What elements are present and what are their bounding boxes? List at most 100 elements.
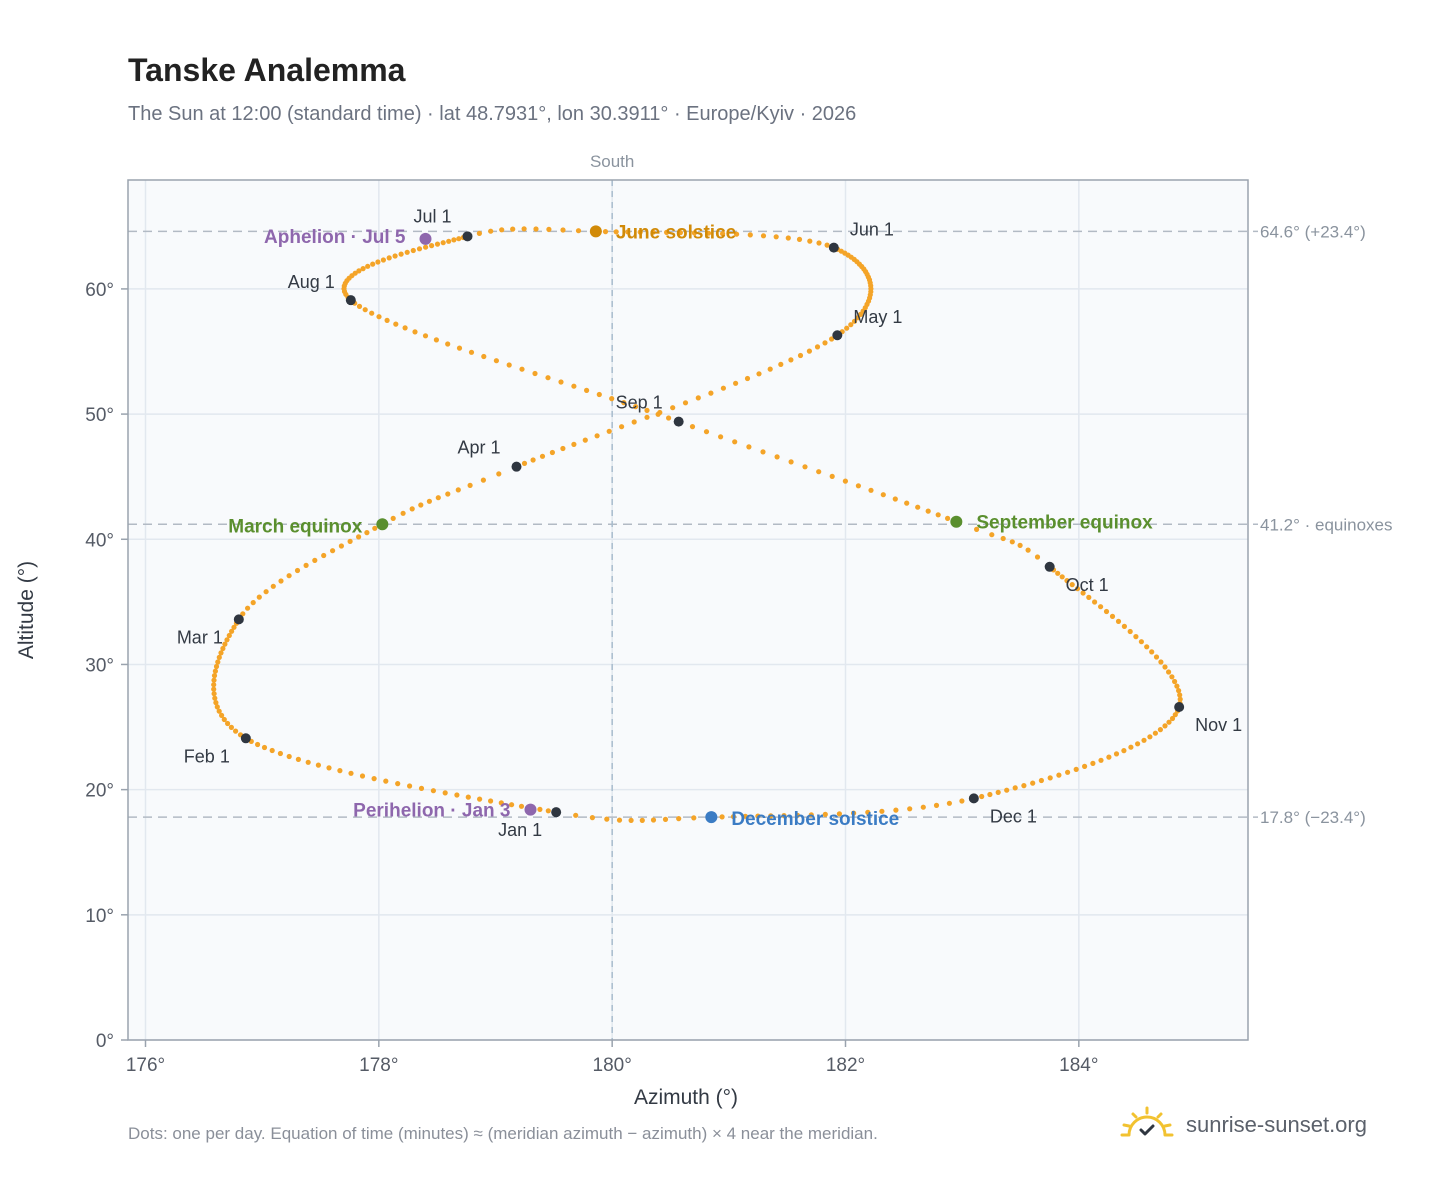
day-dot — [744, 375, 751, 382]
day-dot — [650, 229, 656, 235]
brand[interactable]: sunrise-sunset.org — [1120, 1100, 1367, 1150]
x-tick-label: 180° — [593, 1055, 632, 1076]
day-dot — [445, 491, 451, 497]
day-dot — [211, 686, 217, 692]
day-dot — [456, 236, 462, 242]
day-dot — [935, 512, 941, 518]
reference-line-label: 41.2° · equinoxes — [1260, 515, 1393, 534]
day-dot — [987, 791, 993, 798]
day-dot — [796, 236, 803, 242]
day-dot — [416, 246, 423, 252]
event-marker — [705, 811, 718, 824]
day-dot — [1098, 604, 1104, 610]
day-dot — [362, 307, 368, 313]
month-marker — [828, 242, 839, 253]
day-dot — [371, 776, 377, 782]
day-dot — [216, 708, 222, 714]
day-dot — [1069, 582, 1075, 588]
day-dot — [925, 508, 931, 514]
day-dot — [1056, 772, 1062, 778]
day-dot — [506, 362, 512, 368]
event-label: September equinox — [976, 513, 1153, 534]
day-dot — [261, 744, 268, 751]
month-label: Sep 1 — [616, 393, 663, 413]
day-dot — [422, 333, 429, 339]
month-label: May 1 — [853, 307, 902, 327]
day-dot — [1144, 644, 1150, 650]
day-dot — [1113, 751, 1120, 757]
day-dot — [816, 240, 822, 246]
day-dot — [865, 809, 871, 815]
day-dot — [767, 366, 773, 372]
day-dot — [621, 400, 627, 406]
event-marker — [950, 515, 963, 528]
day-dot — [532, 370, 538, 377]
event-label: December solstice — [731, 809, 899, 830]
day-dot — [851, 318, 858, 324]
day-dot — [359, 773, 366, 779]
month-label: Jun 1 — [850, 220, 894, 240]
day-dot — [1012, 785, 1018, 791]
day-dot — [650, 817, 657, 823]
day-dot — [1103, 608, 1110, 615]
day-dot — [1121, 748, 1127, 754]
day-dot — [211, 673, 218, 679]
day-dot — [816, 469, 822, 475]
day-dot — [1098, 757, 1104, 763]
brand-name[interactable]: sunrise-sunset.org — [1186, 1112, 1367, 1137]
event-marker — [589, 225, 602, 238]
x-tick-label: 182° — [826, 1055, 865, 1076]
month-marker — [345, 295, 356, 306]
day-dot — [708, 390, 714, 396]
day-dot — [558, 379, 564, 385]
day-dot — [760, 233, 767, 239]
day-dot — [824, 242, 830, 248]
day-dot — [1135, 741, 1141, 747]
day-dot — [404, 249, 410, 255]
day-dot — [868, 487, 874, 493]
day-dot — [480, 477, 486, 483]
month-label: Nov 1 — [1195, 715, 1242, 735]
day-dot — [418, 502, 424, 508]
day-dot — [1030, 780, 1036, 786]
day-dot — [1166, 669, 1172, 675]
day-dot — [518, 803, 525, 809]
day-dot — [226, 632, 232, 639]
day-dot — [412, 329, 418, 335]
event-marker — [524, 803, 537, 816]
day-dot — [691, 230, 698, 236]
day-dot — [802, 464, 808, 470]
day-dot — [224, 637, 230, 643]
day-dot — [836, 811, 843, 817]
day-dot — [372, 525, 378, 531]
day-dot — [521, 460, 528, 466]
day-dot — [383, 778, 389, 784]
day-dot — [277, 750, 283, 757]
day-dot — [907, 806, 913, 812]
day-dot — [1017, 542, 1023, 549]
day-dot — [945, 515, 951, 522]
day-dot — [255, 741, 261, 748]
day-dot — [1047, 775, 1053, 781]
day-dot — [286, 753, 292, 760]
day-dot — [376, 314, 382, 320]
day-dot — [1166, 719, 1172, 725]
day-dot — [606, 428, 612, 434]
day-dot — [1065, 769, 1071, 775]
y-tick-label: 50° — [85, 405, 114, 426]
month-marker — [968, 793, 979, 804]
day-dot — [477, 796, 483, 802]
day-dot — [1169, 715, 1176, 722]
day-dot — [1158, 659, 1164, 665]
day-dot — [788, 459, 794, 465]
day-dot — [440, 240, 446, 246]
month-marker — [1174, 702, 1185, 713]
day-dot — [398, 251, 404, 257]
day-dot — [691, 815, 697, 821]
day-dot — [321, 552, 327, 559]
day-dot — [423, 244, 429, 250]
reference-line-label: 64.6° (+23.4°) — [1260, 222, 1366, 241]
day-dot — [519, 366, 525, 372]
day-dot — [602, 229, 609, 235]
